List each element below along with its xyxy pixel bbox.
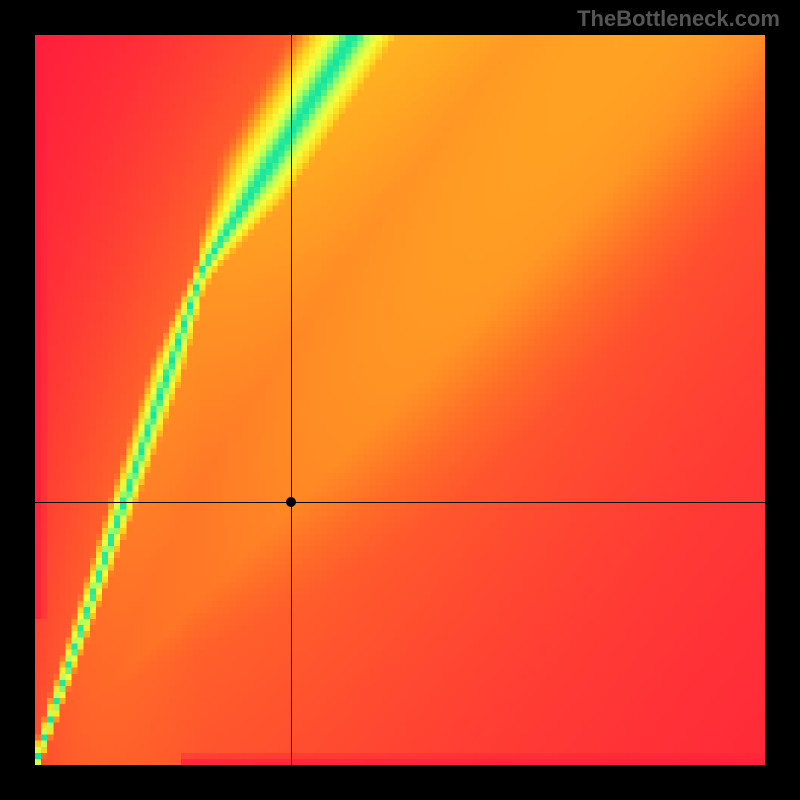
plot-area xyxy=(35,35,765,765)
crosshair-horizontal xyxy=(35,502,765,503)
watermark-text: TheBottleneck.com xyxy=(577,6,780,32)
crosshair-marker xyxy=(286,497,296,507)
bottleneck-heatmap xyxy=(35,35,765,765)
crosshair-vertical xyxy=(291,35,292,765)
